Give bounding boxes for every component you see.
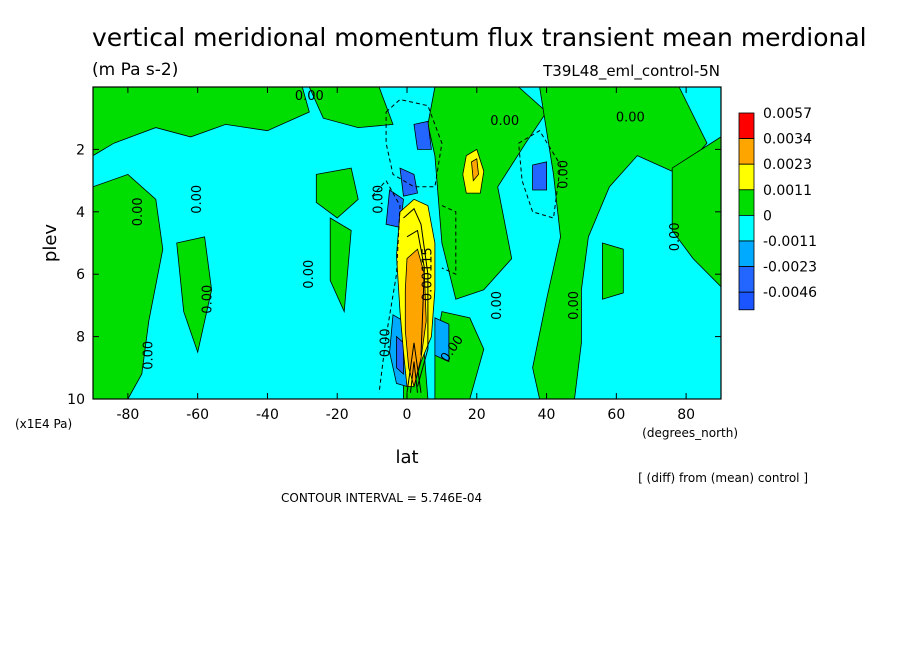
legend-label: 0.0034 — [763, 132, 812, 148]
field-patch — [602, 242, 624, 300]
contour-label: 0.00 — [141, 341, 156, 370]
chart-title: vertical meridional momentum flux transi… — [92, 23, 867, 52]
x-tick-label: 40 — [538, 407, 556, 423]
contour-label: 0.00 — [567, 291, 582, 320]
y-axis-label: plev — [40, 224, 61, 263]
field-patch — [329, 217, 352, 314]
x-tick-label: 20 — [468, 407, 486, 423]
contour-label: 0.00 — [616, 111, 645, 126]
contour-line — [403, 207, 429, 387]
y-axis-units: (x1E4 Pa) — [15, 417, 72, 431]
field-patch — [315, 167, 359, 219]
contour-label: 0.00 — [201, 285, 216, 314]
legend-swatch — [738, 189, 755, 216]
field-patch — [434, 317, 450, 363]
run-label: T39L48_eml_control-5N — [542, 62, 720, 81]
legend-label: 0 — [763, 208, 772, 224]
contour-line — [518, 130, 562, 219]
contour-label: 0.00 — [372, 185, 387, 214]
diff-note: [ (diff) from (mean) control ] — [638, 471, 808, 485]
contour-label: 0.00 — [302, 260, 317, 289]
x-tick-label: -20 — [326, 407, 349, 423]
field-patch — [308, 87, 394, 129]
legend-swatch — [738, 266, 755, 293]
contour-line — [441, 205, 457, 275]
x-tick-label: 0 — [403, 407, 412, 423]
legend-swatch — [738, 138, 755, 165]
contour-label: 0.00 — [490, 291, 505, 320]
legend-label: -0.0023 — [763, 260, 817, 276]
field-patch — [671, 136, 721, 288]
contour-label: 0.00115 — [420, 247, 435, 301]
x-tick-label: -40 — [256, 407, 279, 423]
contour-label: 0.00 — [557, 160, 572, 189]
legend-swatch — [738, 240, 755, 268]
y-ticks: 2 4 6 8 10 — [67, 142, 721, 408]
field-patch — [176, 236, 213, 354]
x-axis-units: (degrees_north) — [642, 426, 738, 440]
contour-label: 0.00 — [190, 185, 205, 214]
field-patch — [93, 87, 310, 157]
legend-swatch — [738, 112, 755, 140]
contour-label: 0.00 — [295, 89, 324, 104]
contour-line — [371, 179, 401, 393]
legend-swatch — [738, 214, 755, 242]
legend-label: -0.0046 — [763, 285, 817, 301]
x-tick-label: 60 — [607, 407, 625, 423]
x-tick-label: -60 — [186, 407, 209, 423]
plot-area: 0.00 0.00 0.00 0.00 0.00 0.00 0.00 0.00 0.00 0.00… — [93, 87, 721, 399]
color-legend: 0.0057 0.0034 0.0023 0.0011 0 -0.0011 -0.0023 -… — [738, 106, 817, 311]
y-tick-label: 6 — [76, 267, 85, 283]
legend-swatch — [738, 163, 755, 191]
x-tick-label: -80 — [116, 407, 139, 423]
contour-line — [406, 342, 422, 393]
contour-line — [385, 98, 443, 188]
legend-swatch — [738, 291, 755, 311]
y-tick-label: 4 — [76, 205, 85, 221]
contour-line — [410, 361, 418, 393]
legend-label: 0.0023 — [763, 157, 812, 173]
legend-label: -0.0011 — [763, 234, 817, 250]
field-patch — [399, 167, 418, 197]
contour-label: 0.00 — [379, 328, 394, 357]
legend-label: 0.0057 — [763, 106, 812, 122]
x-ticks: -80 -60 -40 -20 0 20 40 60 80 — [116, 87, 695, 423]
contour-label: 0.00 — [668, 222, 683, 251]
field-patch — [413, 120, 432, 150]
field-patch — [532, 161, 547, 191]
y-tick-label: 2 — [76, 142, 85, 158]
y-tick-label: 10 — [67, 392, 85, 408]
x-axis-label: lat — [395, 447, 418, 468]
y-tick-label: 8 — [76, 330, 85, 346]
contour-label: 0.00 — [131, 197, 146, 226]
chart-units: (m Pa s-2) — [92, 60, 178, 80]
field-patch — [396, 335, 404, 375]
contour-line — [406, 229, 425, 356]
field-patch — [427, 87, 548, 300]
field-patch — [93, 173, 164, 399]
legend-label: 0.0011 — [763, 183, 812, 199]
contour-label: 0.00 — [490, 114, 519, 129]
contour-interval: CONTOUR INTERVAL = 5.746E-04 — [281, 491, 482, 505]
x-tick-label: 80 — [677, 407, 695, 423]
field-patch — [471, 158, 479, 182]
